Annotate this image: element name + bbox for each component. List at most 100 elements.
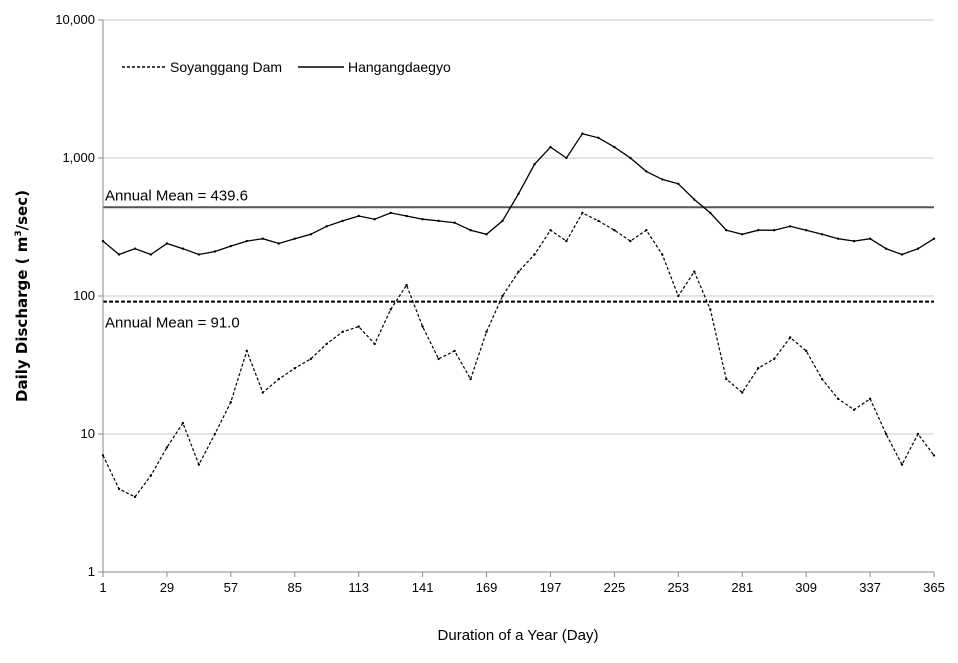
data-point xyxy=(117,253,121,256)
data-point xyxy=(565,239,568,243)
data-point xyxy=(277,242,280,245)
data-point xyxy=(437,219,440,223)
data-point xyxy=(245,349,248,353)
data-point xyxy=(645,170,648,173)
data-point xyxy=(485,233,488,236)
x-tick-label: 85 xyxy=(288,580,302,595)
y-tick-label: 1 xyxy=(88,564,95,579)
data-point xyxy=(884,247,888,250)
data-point xyxy=(469,229,472,232)
data-point xyxy=(581,132,584,135)
data-point xyxy=(517,270,520,273)
data-point xyxy=(533,253,536,256)
data-point xyxy=(405,283,408,287)
data-point xyxy=(916,432,920,436)
x-axis-title: Duration of a Year (Day) xyxy=(438,627,599,644)
data-point xyxy=(820,377,824,381)
data-point xyxy=(805,229,808,232)
data-point xyxy=(229,401,232,404)
x-tick-label: 225 xyxy=(604,580,626,595)
data-point xyxy=(341,330,344,333)
data-point xyxy=(868,397,872,400)
data-point xyxy=(773,229,776,232)
data-point xyxy=(805,349,808,353)
data-point xyxy=(181,421,185,425)
gridlines xyxy=(103,19,934,435)
data-point xyxy=(645,229,648,232)
data-point xyxy=(789,336,792,339)
data-point xyxy=(117,487,121,491)
data-point xyxy=(852,408,856,411)
data-point xyxy=(613,145,616,149)
data-point xyxy=(661,253,664,256)
reference-lines: Annual Mean = 439.6 Annual Mean = 91.0 xyxy=(103,187,934,332)
data-point xyxy=(229,244,232,248)
y-axis-ticks: 1 10 100 1,000 10,000 xyxy=(55,12,103,579)
x-tick-label: 197 xyxy=(540,580,562,595)
data-point xyxy=(357,214,360,218)
data-point xyxy=(373,218,376,221)
data-point xyxy=(373,342,376,346)
data-point xyxy=(181,247,185,250)
data-point xyxy=(101,454,105,457)
data-point xyxy=(565,156,568,160)
data-point xyxy=(165,242,169,245)
x-tick-label: 309 xyxy=(795,580,817,595)
x-tick-label: 169 xyxy=(476,580,498,595)
data-point xyxy=(629,156,632,160)
data-point xyxy=(549,229,552,232)
data-point xyxy=(389,211,392,215)
data-point xyxy=(852,239,856,243)
data-point xyxy=(245,239,248,243)
y-tick-label: 10,000 xyxy=(55,12,95,27)
data-point xyxy=(469,377,472,381)
data-point xyxy=(325,342,328,346)
data-point xyxy=(916,247,920,250)
data-point xyxy=(101,239,105,243)
data-point xyxy=(533,163,536,166)
data-point xyxy=(197,253,201,256)
data-point xyxy=(165,446,169,449)
data-point xyxy=(261,237,264,240)
data-point xyxy=(485,330,488,333)
data-point xyxy=(597,219,600,223)
y-axis-title-main: Daily Discharge ( m xyxy=(13,237,31,402)
y-axis-title-rest: /sec) xyxy=(13,190,31,230)
data-point xyxy=(133,247,137,250)
legend-label: Hangangdaegyo xyxy=(348,59,451,75)
x-tick-label: 57 xyxy=(224,580,238,595)
x-tick-label: 365 xyxy=(923,580,945,595)
x-tick-label: 29 xyxy=(160,580,174,595)
data-point xyxy=(437,357,440,361)
data-point xyxy=(581,211,584,215)
x-tick-label: 1 xyxy=(99,580,106,595)
x-tick-label: 141 xyxy=(412,580,434,595)
data-point xyxy=(932,454,936,457)
data-point xyxy=(789,225,792,228)
data-point xyxy=(197,463,201,466)
y-tick-label: 1,000 xyxy=(62,150,95,165)
data-point xyxy=(725,377,728,381)
x-tick-label: 281 xyxy=(731,580,753,595)
data-point xyxy=(725,229,728,232)
legend: Soyanggang Dam Hangangdaegyo xyxy=(122,59,451,75)
data-point xyxy=(501,219,504,223)
data-point xyxy=(773,357,776,361)
y-axis-title: Daily Discharge ( m3/sec) xyxy=(13,190,31,402)
data-point xyxy=(405,214,408,218)
data-point xyxy=(357,325,360,328)
data-point xyxy=(629,239,632,243)
y-axis-title-superscript: 3 xyxy=(14,230,24,236)
data-point xyxy=(277,377,280,381)
x-axis-ticks: 1 29 57 85 113 141 169 197 225 253 281 309 337 365 xyxy=(99,572,945,595)
data-point xyxy=(421,325,424,328)
data-point xyxy=(453,221,456,224)
data-point xyxy=(836,397,840,400)
data-point xyxy=(613,229,616,232)
data-point xyxy=(757,229,760,232)
data-point xyxy=(293,367,296,370)
data-point xyxy=(517,192,520,195)
data-point xyxy=(677,294,680,298)
data-point xyxy=(309,233,312,236)
